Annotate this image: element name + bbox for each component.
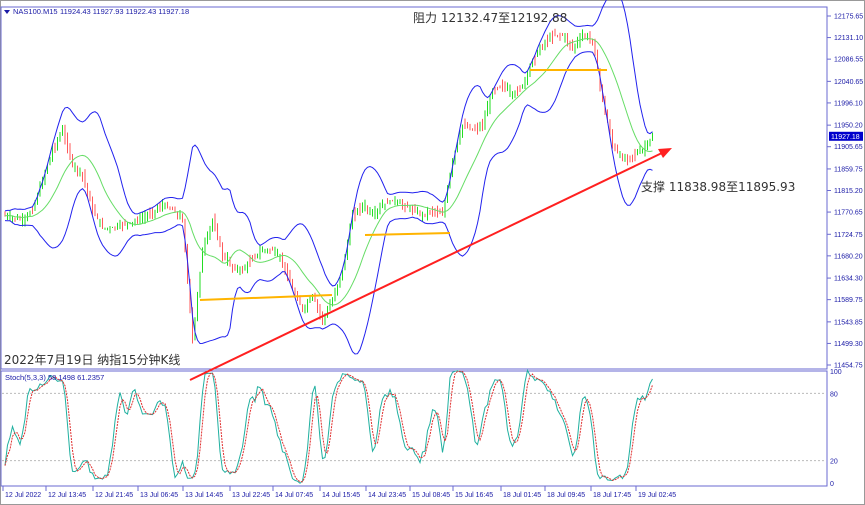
- candles: [4, 28, 653, 344]
- time-tick-label: 14 Jul 07:45: [275, 492, 313, 499]
- time-tick-label: 14 Jul 23:45: [368, 492, 406, 499]
- stoch-signal-line: [4, 370, 653, 483]
- time-tick-label: 18 Jul 09:45: [547, 492, 585, 499]
- time-tick-label: 18 Jul 17:45: [593, 492, 631, 499]
- time-tick-label: 13 Jul 22:45: [232, 492, 270, 499]
- support-level-line-1: [199, 294, 333, 301]
- price-tick-label: 11543.85: [834, 319, 863, 326]
- lower-band: [4, 51, 653, 355]
- price-tick-label: 11950.20: [834, 123, 863, 130]
- stoch-main-line: [4, 368, 653, 484]
- stoch-tick-label: 80: [830, 391, 838, 398]
- time-axis: 12 Jul 2022 12 Jul 13:45 12 Jul 21:45 13 Ju…: [2, 369, 842, 499]
- current-price-badge: [829, 131, 863, 141]
- support-level-line-2: [364, 232, 451, 236]
- time-tick-label: 19 Jul 02:45: [638, 492, 676, 499]
- price-tick-label: 11996.10: [834, 100, 863, 107]
- stoch-tick-label: 20: [830, 459, 838, 466]
- chart-title: 2022年7月19日 纳指15分钟K线: [4, 352, 180, 367]
- stochastic: [4, 368, 653, 484]
- price-tick-label: 11815.20: [834, 188, 863, 195]
- price-tick-label: 11905.65: [834, 144, 863, 151]
- price-axis: 12175.65 12131.10 12086.55 12040.65 11996.10…: [827, 14, 863, 370]
- time-tick-label: 12 Jul 2022: [5, 492, 41, 499]
- ohlc-readout: 11924.43 11927.93 11922.43 11927.18: [60, 7, 189, 16]
- time-tick-label: 18 Jul 01:45: [503, 492, 541, 499]
- price-tick-label: 11859.75: [834, 166, 863, 173]
- arrow-head-icon: [658, 148, 672, 158]
- stoch-label: Stoch(5,3,3) 58.1498 61.2357: [5, 373, 104, 382]
- price-tick-label: 11454.75: [834, 363, 863, 370]
- current-price-label: 11927.18: [831, 134, 860, 141]
- stoch-pane: [0, 370, 828, 487]
- price-tick-label: 11499.30: [834, 341, 863, 348]
- price-tick-label: 12175.65: [834, 14, 863, 21]
- price-tick-label: 12086.55: [834, 57, 863, 64]
- price-tick-label: 11770.65: [834, 210, 863, 217]
- stoch-tick-label: 100: [830, 369, 842, 376]
- middle-band: [4, 38, 653, 306]
- trend-arrow-line: [189, 151, 665, 381]
- price-tick-label: 11724.75: [834, 232, 863, 239]
- dropdown-triangle-icon[interactable]: [4, 10, 10, 14]
- time-tick-label: 12 Jul 13:45: [48, 492, 86, 499]
- bollinger-bands: [4, 0, 653, 355]
- main-pane: [0, 6, 828, 370]
- price-tick-label: 12131.10: [834, 35, 863, 42]
- price-tick-label: 12040.65: [834, 79, 863, 86]
- price-tick-label: 11680.20: [834, 253, 863, 260]
- time-tick-label: 13 Jul 14:45: [185, 492, 223, 499]
- symbol-label: NAS100.M15: [13, 7, 58, 16]
- resistance-annotation: 阻力 12132.47至12192.88: [413, 11, 567, 25]
- price-tick-label: 11589.75: [834, 297, 863, 304]
- stoch-tick-label: 0: [830, 481, 834, 488]
- time-tick-label: 15 Jul 08:45: [412, 492, 450, 499]
- time-tick-label: 15 Jul 16:45: [455, 492, 493, 499]
- time-tick-label: 12 Jul 21:45: [95, 492, 133, 499]
- support-annotation: 支撑 11838.98至11895.93: [641, 179, 795, 194]
- price-tick-label: 11634.30: [834, 276, 863, 283]
- time-tick-label: 13 Jul 06:45: [140, 492, 178, 499]
- time-tick-label: 14 Jul 15:45: [322, 492, 360, 499]
- upper-band: [4, 0, 653, 287]
